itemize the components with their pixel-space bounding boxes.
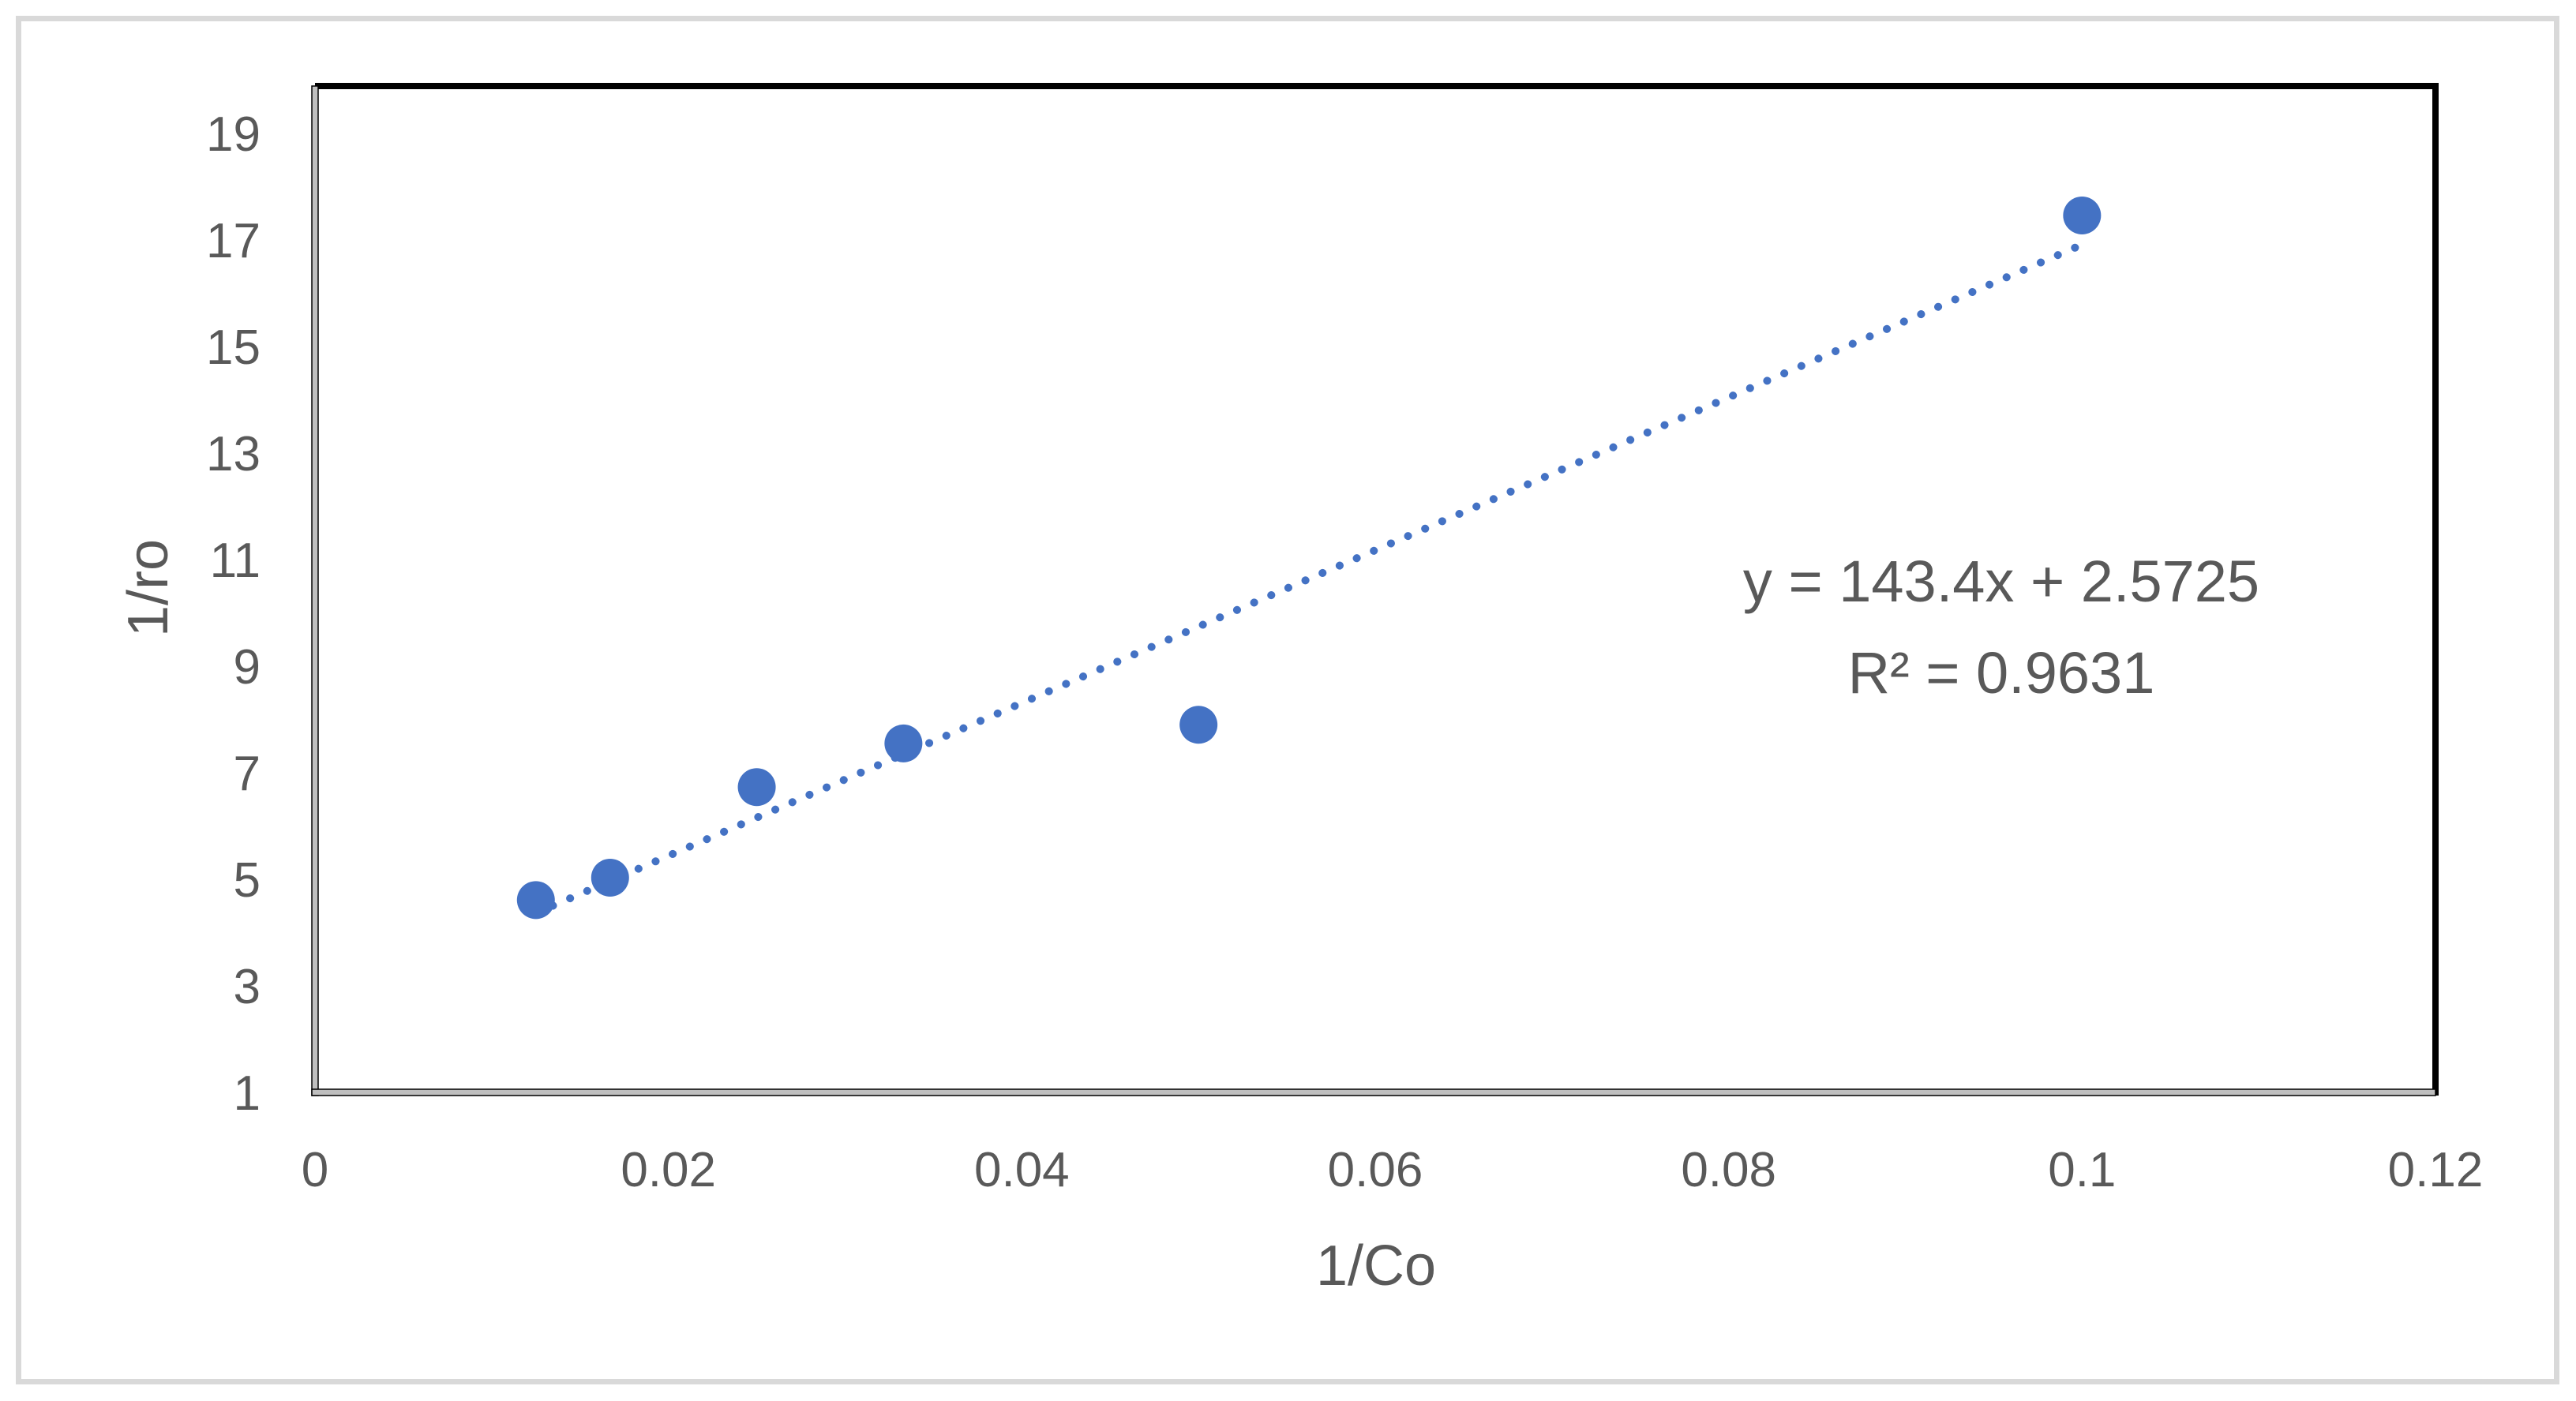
data-point-marker <box>2063 196 2102 234</box>
trendline <box>531 240 2087 917</box>
trendline-r-squared: R² = 0.9631 <box>1848 640 2155 706</box>
x-tick-label: 0.12 <box>2388 1143 2484 1197</box>
plot-area <box>311 83 2439 1096</box>
data-point-marker <box>516 881 555 920</box>
chart-frame <box>16 16 2559 1384</box>
data-point-marker <box>737 768 776 807</box>
x-tick-label: 0.08 <box>1681 1143 1776 1197</box>
y-tick-label: 5 <box>234 853 261 908</box>
y-tick-label: 11 <box>210 534 261 588</box>
data-point-marker <box>884 724 923 762</box>
y-tick-label: 15 <box>206 320 261 375</box>
y-tick-label: 19 <box>206 107 261 162</box>
y-tick-label: 1 <box>234 1066 261 1121</box>
y-tick-label: 13 <box>206 427 261 481</box>
data-point-marker <box>1179 706 1218 744</box>
y-tick-label: 3 <box>234 960 261 1014</box>
trendline-path <box>531 240 2087 917</box>
x-tick-label: 0 <box>302 1143 328 1197</box>
y-tick-label: 7 <box>234 747 261 801</box>
y-tick-label: 9 <box>234 640 261 695</box>
trendline-equation: y = 143.4x + 2.5725 <box>1743 549 2259 614</box>
data-point-marker <box>591 858 629 897</box>
y-tick-label: 17 <box>206 214 261 268</box>
x-tick-label: 0.1 <box>2048 1143 2116 1197</box>
x-tick-label: 0.06 <box>1328 1143 1423 1197</box>
x-tick-label: 0.04 <box>974 1143 1070 1197</box>
x-axis-tick-labels: 0 0.02 0.04 0.06 0.08 0.1 0.12 <box>302 1143 2484 1197</box>
x-axis-title: 1/Co <box>1316 1234 1436 1298</box>
data-series <box>516 196 2102 920</box>
y-axis-title: 1/ro <box>117 539 180 637</box>
x-tick-label: 0.02 <box>621 1143 716 1197</box>
